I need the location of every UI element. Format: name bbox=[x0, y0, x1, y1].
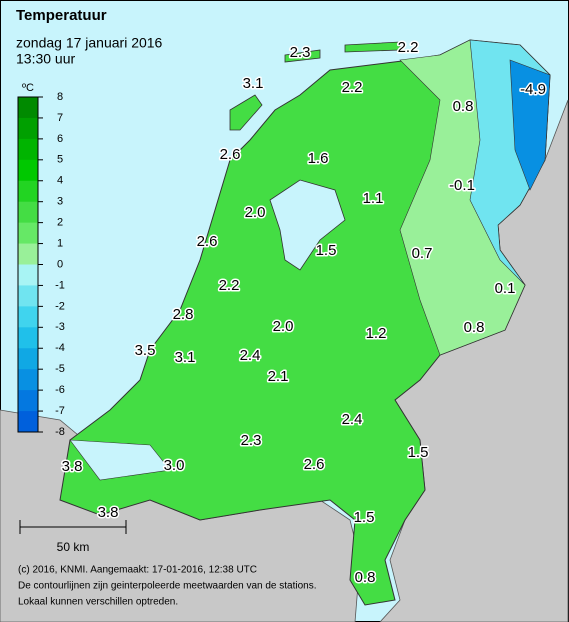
stations: 2.3 2.2 3.1 2.2 0.8 -4.9 2.6 1.6 -0.1 1.1 2.0 2.6 1.… bbox=[60, 37, 547, 587]
station-value: 2.2 bbox=[398, 39, 419, 56]
station-value: 3.1 bbox=[243, 75, 264, 92]
legend-label: -4 bbox=[55, 342, 65, 354]
station-value: 2.2 bbox=[219, 277, 240, 294]
legend-label: -7 bbox=[55, 405, 65, 417]
legend: 8 7 6 5 4 3 2 1 0 -1 -2 -3 -4 -5 -6 -7 -8 bbox=[17, 91, 65, 438]
station-value: 3.1 bbox=[175, 349, 196, 366]
zone-coldest bbox=[509, 59, 551, 191]
station-value: -4.9 bbox=[520, 81, 546, 98]
station-value: 0.1 bbox=[495, 280, 516, 297]
station-value: 1.1 bbox=[363, 190, 384, 207]
legend-color bbox=[18, 138, 38, 161]
legend-label: -8 bbox=[55, 426, 65, 438]
ijsselmeer bbox=[269, 179, 346, 271]
station-value: 1.2 bbox=[366, 325, 387, 342]
legend-label: -1 bbox=[55, 279, 65, 291]
legend-label: 2 bbox=[57, 217, 63, 229]
legend-label: 0 bbox=[57, 258, 63, 270]
station-value: 2.0 bbox=[273, 318, 294, 335]
time: 13:30 uur bbox=[16, 51, 75, 67]
legend-label: 5 bbox=[57, 154, 63, 166]
station-value: 3.0 bbox=[164, 457, 185, 474]
station-value: 2.1 bbox=[268, 368, 289, 385]
texel bbox=[229, 94, 263, 131]
legend-color bbox=[18, 222, 38, 245]
title: Temperatuur bbox=[16, 7, 107, 24]
station-value: 1.5 bbox=[316, 242, 337, 259]
legend-unit: ºC bbox=[22, 82, 34, 94]
station-value: 0.8 bbox=[453, 98, 474, 115]
legend-label: -5 bbox=[55, 363, 65, 375]
legend-color bbox=[18, 390, 38, 412]
station-value: 2.4 bbox=[240, 347, 261, 364]
station-value: 1.5 bbox=[354, 509, 375, 526]
date: zondag 17 januari 2016 bbox=[16, 35, 163, 51]
legend-label: -3 bbox=[55, 321, 65, 333]
legend-label: 4 bbox=[57, 175, 63, 187]
station-value: 1.6 bbox=[308, 150, 329, 167]
legend-color bbox=[18, 159, 38, 182]
legend-color bbox=[18, 411, 38, 433]
station-value: 0.7 bbox=[412, 245, 433, 262]
station-value: 2.6 bbox=[304, 456, 325, 473]
legend-label: -6 bbox=[55, 384, 65, 396]
scale-label: 50 km bbox=[57, 540, 90, 554]
station-value: 2.6 bbox=[197, 233, 218, 250]
legend-label: 3 bbox=[57, 196, 63, 208]
footer-line: Lokaal kunnen verschillen optreden. bbox=[18, 597, 178, 608]
legend-color bbox=[18, 264, 38, 286]
legend-label: 1 bbox=[57, 237, 63, 249]
scheldt bbox=[69, 439, 171, 481]
legend-label: 6 bbox=[57, 133, 63, 145]
legend-color bbox=[18, 97, 38, 119]
legend-color bbox=[18, 327, 38, 349]
station-value: 2.2 bbox=[342, 79, 363, 96]
islands bbox=[284, 41, 401, 63]
station-value: 2.3 bbox=[290, 44, 311, 61]
legend-color bbox=[18, 369, 38, 391]
legend-label: -2 bbox=[55, 300, 65, 312]
station-value: 2.0 bbox=[245, 204, 266, 221]
footer-line: De contourlijnen zijn geinterpoleerde me… bbox=[18, 581, 317, 592]
station-value: 2.4 bbox=[342, 411, 363, 428]
station-value: 2.8 bbox=[173, 306, 194, 323]
legend-label: 8 bbox=[57, 91, 63, 103]
legend-color bbox=[18, 117, 38, 140]
station-value: 3.8 bbox=[98, 504, 119, 521]
station-value: 3.8 bbox=[62, 458, 83, 475]
legend-color bbox=[18, 243, 38, 265]
station-value: 2.3 bbox=[241, 432, 262, 449]
legend-color bbox=[18, 306, 38, 328]
station-value: 0.8 bbox=[355, 569, 376, 586]
legend-color bbox=[18, 201, 38, 224]
legend-label: 7 bbox=[57, 112, 63, 124]
legend-color bbox=[18, 180, 38, 203]
legend-color bbox=[18, 348, 38, 370]
station-value: 3.5 bbox=[135, 342, 156, 359]
station-value: 1.5 bbox=[408, 444, 429, 461]
station-value: -0.1 bbox=[449, 177, 475, 194]
station-value: 2.6 bbox=[220, 146, 241, 163]
station-value: 0.8 bbox=[464, 319, 485, 336]
footer-line: (c) 2016, KNMI. Aangemaakt: 17-01-2016, … bbox=[18, 565, 257, 576]
legend-color bbox=[18, 285, 38, 307]
